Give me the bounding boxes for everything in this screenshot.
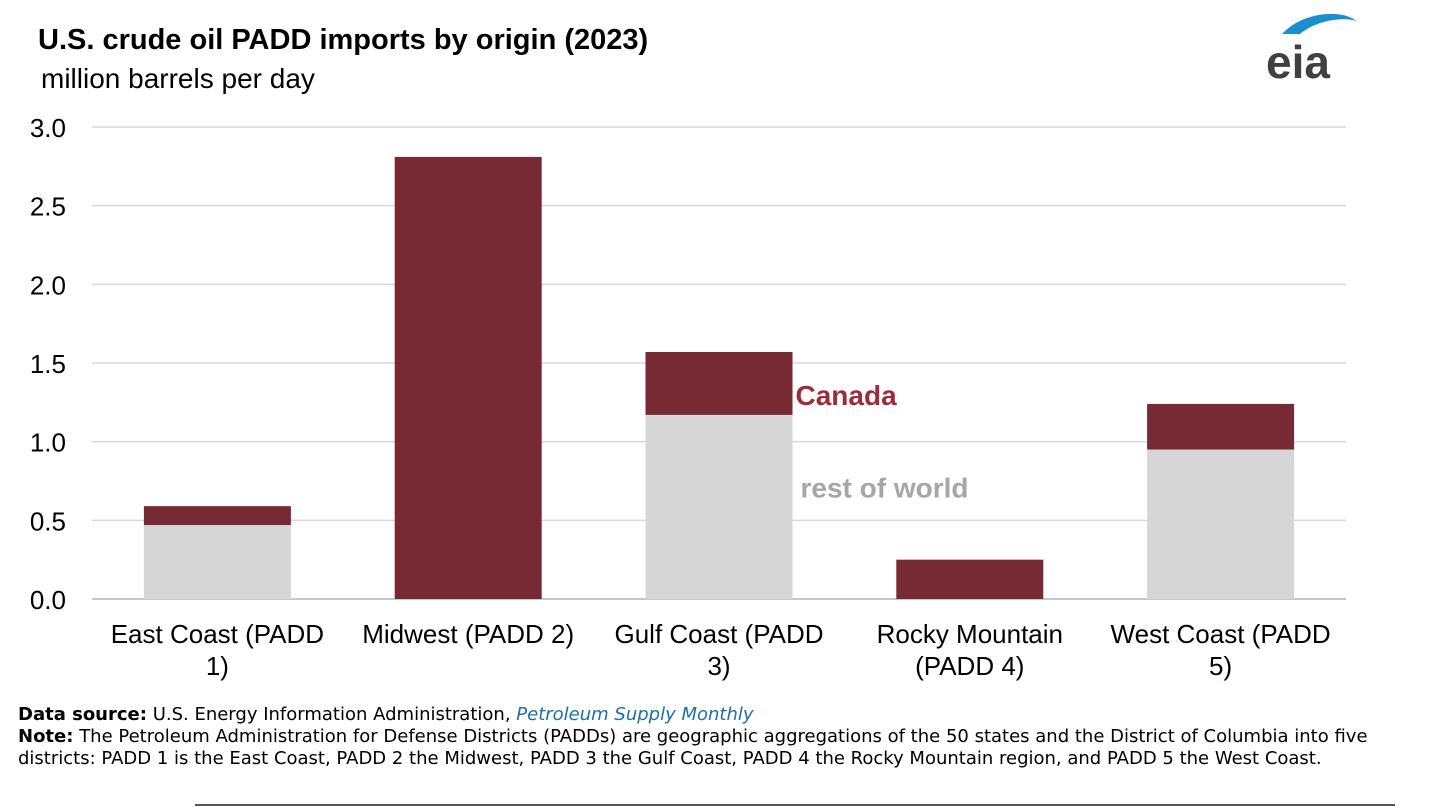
y-tick-label: 0.5 xyxy=(30,506,66,536)
bar-canada xyxy=(143,506,291,526)
x-tick-label: 3) xyxy=(707,651,730,681)
chart: 0.0 0.5 1.0 1.5 2.0 2.5 3.0 East Coast (PADD1)… xyxy=(30,113,1346,681)
note-line: Note: The Petroleum Administration for D… xyxy=(18,726,1438,770)
annotations: Canada rest of world xyxy=(796,380,969,504)
x-tick-label: Midwest (PADD 2) xyxy=(362,619,574,649)
y-tick-label: 1.0 xyxy=(30,428,66,458)
eia-logo: eia xyxy=(1266,13,1358,84)
bar-canada xyxy=(1147,403,1295,450)
y-tick-label: 3.0 xyxy=(30,113,66,143)
x-tick-label: West Coast (PADD xyxy=(1111,619,1331,649)
canada-label: Canada xyxy=(796,380,898,411)
y-axis-ticks: 0.0 0.5 1.0 1.5 2.0 2.5 3.0 xyxy=(30,113,66,615)
bar-rest-of-world xyxy=(143,525,291,599)
y-tick-label: 1.5 xyxy=(30,349,66,379)
y-tick-label: 2.5 xyxy=(30,192,66,222)
bottom-divider xyxy=(195,804,1395,806)
logo-text: eia xyxy=(1266,36,1330,84)
bar-canada xyxy=(645,351,793,415)
note-label: Note: xyxy=(18,726,74,747)
x-tick-label: 5) xyxy=(1209,651,1232,681)
x-tick-label: (PADD 4) xyxy=(915,651,1024,681)
data-source-line: Data source: U.S. Energy Information Adm… xyxy=(18,704,1438,726)
logo-arc-icon xyxy=(1282,13,1358,34)
chart-title: U.S. crude oil PADD imports by origin (2… xyxy=(38,24,649,56)
rest-of-world-label: rest of world xyxy=(801,473,969,504)
source-link[interactable]: Petroleum Supply Monthly xyxy=(516,704,754,725)
bars xyxy=(143,156,1295,600)
source-text: U.S. Energy Information Administration, xyxy=(152,704,511,725)
note-text: The Petroleum Administration for Defense… xyxy=(18,726,1368,769)
chart-subtitle: million barrels per day xyxy=(41,63,315,94)
y-tick-label: 2.0 xyxy=(30,270,66,300)
x-tick-label: Rocky Mountain xyxy=(877,619,1063,649)
footer: Data source: U.S. Energy Information Adm… xyxy=(18,704,1438,770)
x-tick-label: East Coast (PADD xyxy=(111,619,324,649)
source-label: Data source: xyxy=(18,704,147,725)
x-tick-label: Gulf Coast (PADD xyxy=(614,619,823,649)
bar-rest-of-world xyxy=(1147,449,1295,599)
bar-canada xyxy=(896,559,1044,599)
y-tick-label: 0.0 xyxy=(30,585,66,615)
x-tick-label: 1) xyxy=(206,651,229,681)
bar-rest-of-world xyxy=(645,414,793,599)
bar-canada xyxy=(394,156,542,600)
